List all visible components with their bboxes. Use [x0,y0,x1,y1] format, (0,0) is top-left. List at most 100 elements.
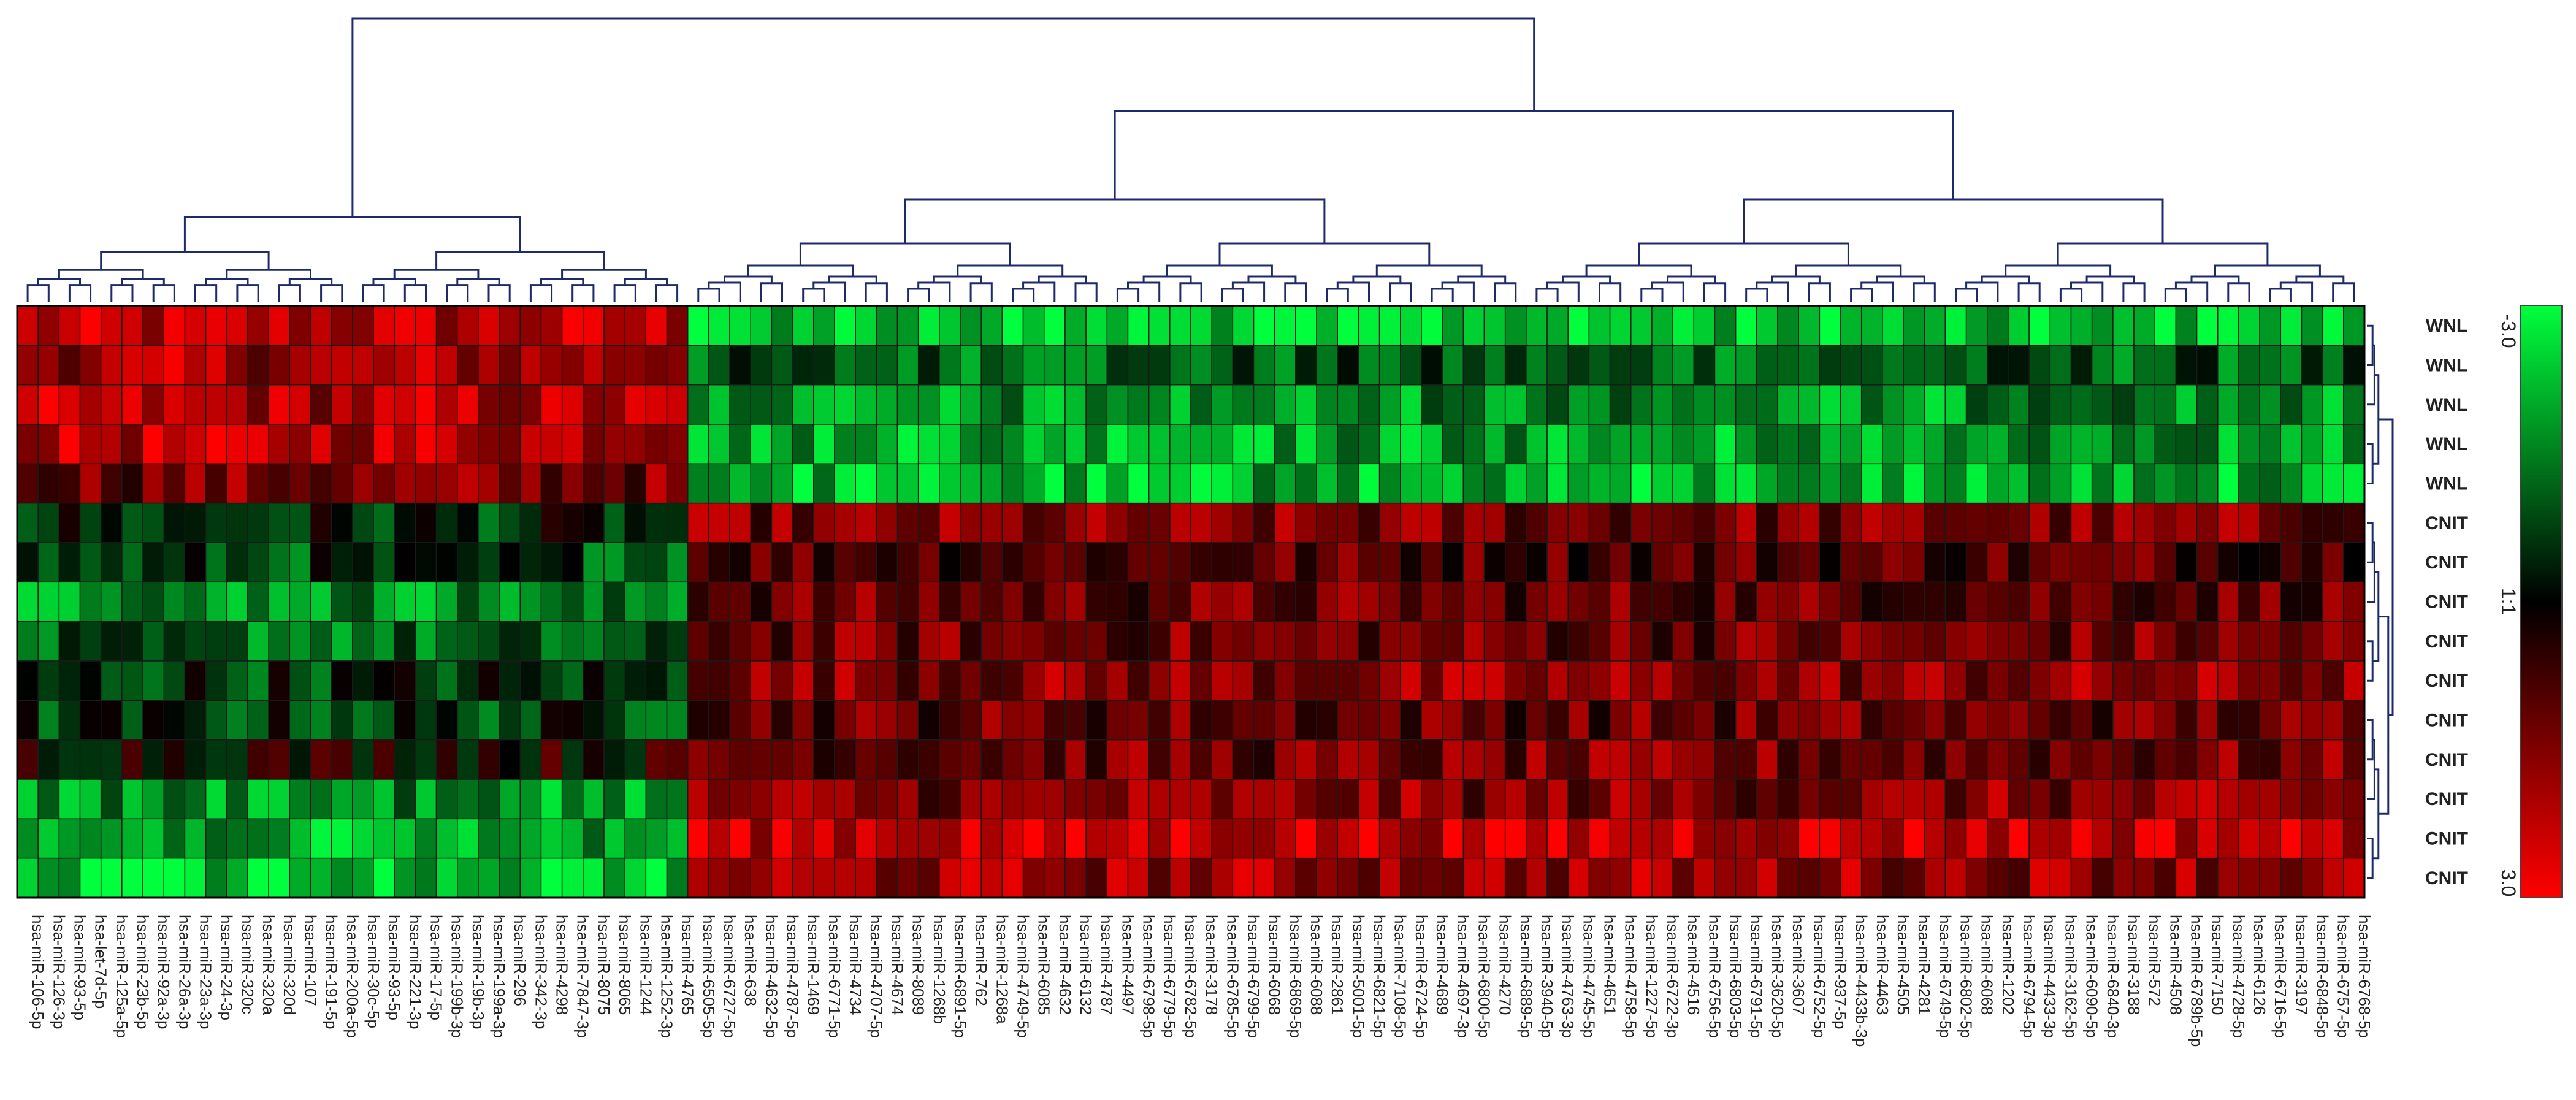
heatmap-cell [142,818,165,859]
heatmap-cell [1903,660,1925,701]
heatmap-cell [1253,660,1275,701]
heatmap-cell [1064,305,1087,346]
heatmap-cell [394,345,416,386]
heatmap-cell [37,424,60,465]
heatmap-cell [1756,542,1778,583]
heatmap-cell [289,384,311,425]
dendrogram-link [1743,198,2164,243]
heatmap-cell [79,818,102,859]
heatmap-cell [1106,818,1129,859]
heatmap-cell [352,700,374,741]
column-label: hsa-miR-4787 [1098,915,1116,1015]
heatmap-cell [1483,779,1506,820]
heatmap-cell [1295,818,1317,859]
heatmap-cell [1316,305,1339,346]
heatmap-cell [1106,779,1129,820]
heatmap-cell [1840,384,1862,425]
heatmap-cell [1944,463,1967,504]
heatmap-cell [1378,424,1401,465]
heatmap-cell [2280,384,2303,425]
heatmap-cell [310,621,332,662]
heatmap-cell [1965,739,1988,780]
heatmap-cell [771,581,793,622]
heatmap-cell [1651,739,1673,780]
heatmap-cell [163,542,186,583]
heatmap-cell [1798,502,1821,543]
heatmap-cell [184,621,207,662]
column-label: hsa-miR-93-5p [385,915,403,1020]
heatmap-cell [1316,345,1339,386]
heatmap-cell [624,542,647,583]
heatmap-cell [917,739,940,780]
heatmap-cell [205,857,227,898]
heatmap-cell [2238,660,2260,701]
heatmap-cell [1211,700,1234,741]
column-label: hsa-miR-1252-3p [657,915,676,1038]
column-dendrogram [26,17,2355,302]
heatmap-cell [2322,384,2344,425]
heatmap-cell [624,581,647,622]
heatmap-cell [1400,818,1422,859]
heatmap-cell [1211,739,1234,780]
heatmap-cell [540,502,563,543]
heatmap-cell [1630,502,1653,543]
heatmap-cell [1064,818,1087,859]
heatmap-cell [624,779,647,820]
heatmap-cell [17,305,39,346]
dendrogram-link [362,284,385,302]
heatmap-cell [561,502,584,543]
heatmap-cell [17,502,39,543]
heatmap-cell [1630,621,1653,662]
heatmap-cell [373,424,395,465]
heatmap-cell [184,739,207,780]
heatmap-cell [457,305,479,346]
heatmap-cell [1253,305,1275,346]
heatmap-cell [1693,463,1716,504]
column-label: hsa-miR-572 [2146,915,2164,1006]
heatmap-cell [1546,305,1569,346]
heatmap-cell [1630,542,1653,583]
column-label: hsa-miR-3620-5p [1768,915,1787,1038]
column-label: hsa-miR-3188 [2125,915,2143,1015]
dendrogram-link [2057,242,2269,265]
heatmap-cell [226,739,248,780]
heatmap-cell [1735,305,1757,346]
heatmap-cell [478,581,500,622]
heatmap-cell [1378,700,1401,741]
heatmap-cell [1211,463,1234,504]
heatmap-cell [163,305,186,346]
heatmap-cell [792,660,814,701]
heatmap-cell [373,305,395,346]
heatmap-cell [917,305,940,346]
heatmap-cell [561,779,584,820]
column-label: hsa-miR-191-5p [323,915,341,1029]
heatmap-cell [583,660,605,701]
heatmap-cell [1211,384,1234,425]
heatmap-cell [457,818,479,859]
heatmap-cell [1400,739,1422,780]
column-label: hsa-miR-4689 [1433,915,1451,1015]
column-label: hsa-miR-7847-3p [574,915,592,1038]
heatmap-cell [163,502,186,543]
heatmap-cell [1253,621,1275,662]
heatmap-cell [1714,424,1737,465]
heatmap-cell [1924,463,1946,504]
heatmap-cell [896,660,919,701]
heatmap-cell [268,502,291,543]
column-label: hsa-miR-4728-5p [2230,915,2248,1038]
heatmap-cell [1588,581,1611,622]
heatmap-cell [2070,621,2093,662]
heatmap-cell [771,739,793,780]
heatmap-cell [2196,424,2219,465]
dendrogram-link [1638,242,1849,265]
heatmap-cell [2238,818,2260,859]
heatmap-cell [1630,857,1653,898]
heatmap-cell [1567,700,1590,741]
heatmap-cell [2238,305,2260,346]
heatmap-cell [1798,463,1821,504]
heatmap-cell [729,463,751,504]
dendrogram-link [760,282,783,302]
heatmap-cell [100,660,123,701]
column-label: hsa-miR-6768-5p [2355,915,2374,1038]
heatmap-cell [17,700,39,741]
